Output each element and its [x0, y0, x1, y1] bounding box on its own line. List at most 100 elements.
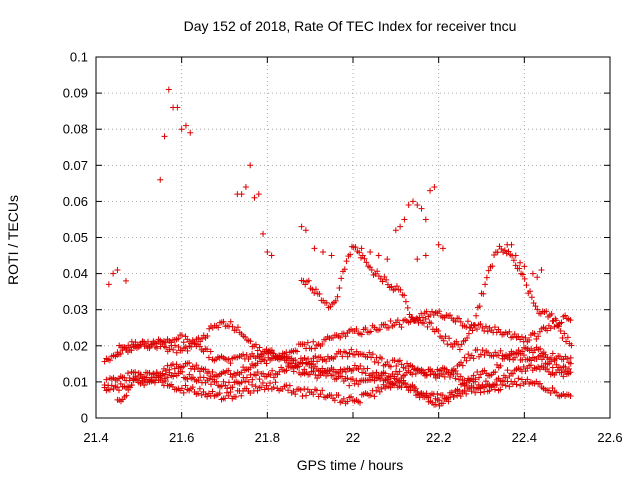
- data-point: [249, 376, 256, 383]
- data-point-outlier: [422, 216, 429, 223]
- data-point: [479, 347, 486, 354]
- data-point: [260, 352, 267, 359]
- data-point: [117, 350, 124, 357]
- data-point: [559, 335, 566, 342]
- data-point: [347, 251, 354, 258]
- data-point: [461, 383, 468, 390]
- data-point: [206, 375, 213, 382]
- data-point: [240, 351, 247, 358]
- data-point: [348, 346, 355, 353]
- y-tick-label: 0.02: [63, 338, 88, 353]
- data-point: [103, 376, 110, 383]
- x-tick-label: 22.2: [426, 430, 451, 445]
- data-point: [146, 369, 153, 376]
- data-point: [175, 335, 182, 342]
- x-tick-label: 21.4: [83, 430, 108, 445]
- data-point: [476, 303, 483, 310]
- data-point: [204, 332, 211, 339]
- data-point: [205, 354, 212, 361]
- data-point: [139, 338, 146, 345]
- data-point: [227, 318, 234, 325]
- data-point: [301, 341, 308, 348]
- data-point: [442, 333, 449, 340]
- data-point: [200, 374, 207, 381]
- data-point: [132, 373, 139, 380]
- data-point: [179, 368, 186, 375]
- data-point: [527, 288, 534, 295]
- data-point: [499, 377, 506, 384]
- data-point-outlier: [242, 183, 249, 190]
- data-point: [396, 368, 403, 375]
- data-point: [252, 372, 259, 379]
- data-point: [477, 351, 484, 358]
- data-point-outlier: [529, 270, 536, 277]
- data-point: [225, 367, 232, 374]
- data-point: [535, 333, 542, 340]
- data-point: [502, 382, 509, 389]
- data-point: [387, 317, 394, 324]
- data-point: [346, 382, 353, 389]
- data-point: [435, 328, 442, 335]
- data-point: [207, 348, 214, 355]
- data-point: [480, 290, 487, 297]
- data-point: [171, 342, 178, 349]
- y-axis-title: ROTI / TECUs: [5, 195, 21, 285]
- data-point: [483, 274, 490, 281]
- data-point: [388, 283, 395, 290]
- data-point: [519, 271, 526, 278]
- data-point: [490, 353, 497, 360]
- data-point: [310, 391, 317, 398]
- data-point: [423, 393, 430, 400]
- data-point: [516, 265, 523, 272]
- data-point: [294, 364, 301, 371]
- data-points: [101, 86, 575, 409]
- data-point: [391, 357, 398, 364]
- data-point: [323, 358, 330, 365]
- data-point: [384, 358, 391, 365]
- data-point: [321, 368, 328, 375]
- data-point: [344, 398, 351, 405]
- data-point-outlier: [431, 183, 438, 190]
- data-point: [553, 389, 560, 396]
- data-point: [254, 369, 261, 376]
- data-point: [159, 379, 166, 386]
- data-point: [456, 387, 463, 394]
- data-point: [405, 383, 412, 390]
- data-point: [115, 387, 122, 394]
- data-point: [393, 283, 400, 290]
- data-point: [367, 392, 374, 399]
- data-point: [303, 359, 310, 366]
- y-tick-label: 0: [81, 411, 88, 426]
- y-tick-label: 0.05: [63, 230, 88, 245]
- data-point: [196, 385, 203, 392]
- data-point-outlier: [538, 266, 545, 273]
- data-point: [243, 374, 250, 381]
- data-point: [422, 316, 429, 323]
- data-point: [164, 374, 171, 381]
- data-point: [150, 338, 157, 345]
- data-point: [308, 358, 315, 365]
- data-point: [423, 308, 430, 315]
- chart-title: Day 152 of 2018, Rate Of TEC Index for r…: [184, 18, 517, 34]
- data-point: [242, 378, 249, 385]
- data-point: [492, 368, 499, 375]
- data-point: [387, 384, 394, 391]
- data-point-outlier: [414, 202, 421, 209]
- data-point: [402, 298, 409, 305]
- data-point: [182, 382, 189, 389]
- data-point: [560, 373, 567, 380]
- data-point: [528, 294, 535, 301]
- data-point: [446, 312, 453, 319]
- data-point: [375, 372, 382, 379]
- data-point: [506, 383, 513, 390]
- data-point: [428, 308, 435, 315]
- data-point-outlier: [298, 223, 305, 230]
- data-point: [195, 377, 202, 384]
- y-tick-label: 0.08: [63, 122, 88, 137]
- data-point: [254, 347, 261, 354]
- data-point-outlier: [165, 86, 172, 93]
- data-point: [319, 341, 326, 348]
- data-point: [472, 376, 479, 383]
- data-point: [567, 317, 574, 324]
- data-point: [288, 364, 295, 371]
